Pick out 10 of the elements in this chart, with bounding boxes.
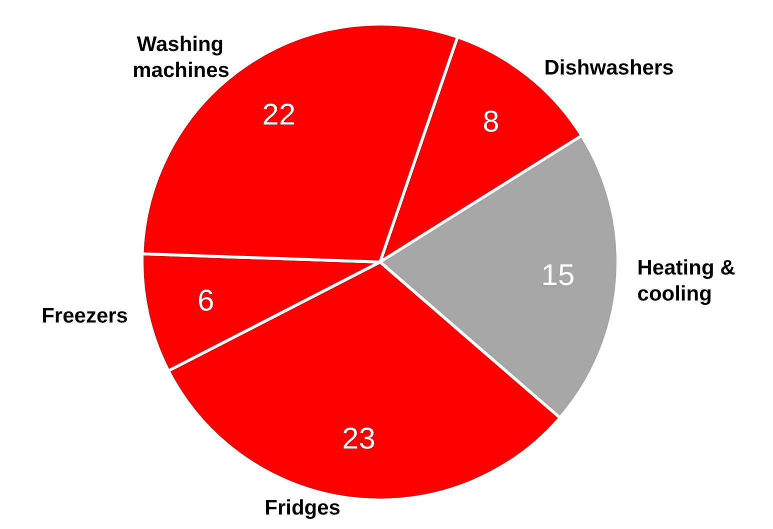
data-label: 15 [541,259,575,292]
slice-label: Freezers [42,304,128,328]
data-label: 22 [262,98,296,132]
slice-label: Washing machines [132,33,230,82]
slice-label: Heating & cooling [637,256,742,306]
data-label: 23 [342,422,376,456]
slice-label: Dishwashers [544,56,674,80]
slice-label: Fridges [264,496,340,520]
data-label: 6 [197,284,214,318]
data-label: 8 [482,106,500,139]
